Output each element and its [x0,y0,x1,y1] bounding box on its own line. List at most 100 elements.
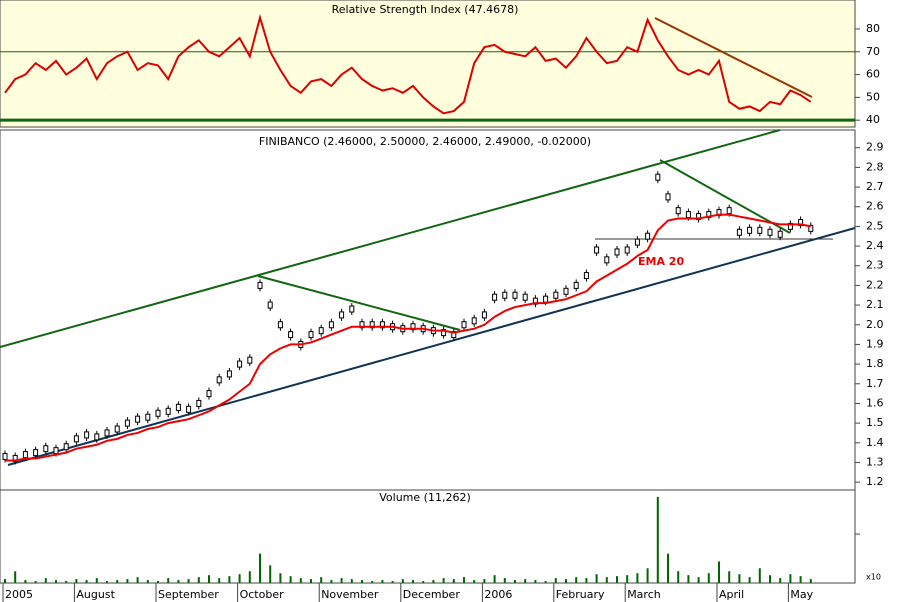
candle [716,209,722,217]
candle [73,435,79,443]
candle [685,211,691,219]
candle [777,230,783,238]
volume-bar [687,575,690,583]
volume-bar [718,561,720,583]
volume-bar [34,581,37,583]
ema-label: EMA 20 [638,255,684,268]
candle [369,321,375,329]
candle [43,445,49,453]
candle [757,226,763,234]
x-tick-label: February [556,588,605,601]
y-tick-label: 2.8 [866,160,884,173]
volume-bar [667,553,669,583]
candle [359,321,365,329]
candle [22,451,28,459]
price-title: FINIBANCO (2.46000, 2.50000, 2.46000, 2.… [259,135,591,148]
candle [522,293,528,301]
y-tick-label: 1.6 [866,396,884,409]
volume-bar [136,577,139,583]
volume-bar [707,573,710,583]
candle [726,207,732,215]
volume-bar [483,579,486,583]
volume-bar [728,571,731,583]
volume-bar [340,578,343,583]
candle [675,207,681,215]
volume-bar [605,577,608,583]
volume-bar [320,577,323,583]
volume-bar [187,579,190,583]
volume-bar [218,578,221,583]
volume-bar [238,574,241,583]
candle [604,256,610,264]
volume-bar [738,574,741,583]
volume-bar [554,578,557,583]
candle [206,390,212,398]
x-tick-label: 2005 [5,588,33,601]
candle [155,409,161,417]
y-tick-label: 1.4 [866,436,884,449]
y-tick-label: 2.3 [866,259,884,272]
volume-title: Volume (11,262) [379,491,470,504]
x-tick-label: August [76,588,115,601]
volume-bar [636,573,639,583]
volume-bar [95,578,98,583]
y-tick-label: 2.1 [866,298,884,311]
volume-bar [44,578,47,583]
volume-bar [473,580,476,583]
y-tick-label: 1.5 [866,416,884,429]
candle [288,331,294,339]
candle [461,321,467,329]
volume-bar [177,580,180,583]
candle [736,228,742,236]
volume-bar [616,576,618,583]
volume-bar [809,579,812,583]
candle [237,360,243,368]
volume-bar [779,578,782,583]
volume-bar [534,580,537,583]
candle [135,415,141,423]
candle [594,246,600,254]
volume-bar [228,576,231,583]
volume-bar [799,576,802,583]
candle [665,193,671,201]
volume-bar [24,580,27,583]
volume-bar [493,575,496,583]
candle [247,356,253,364]
volume-bar [514,580,516,583]
candle [124,419,130,427]
volume-bar [442,578,445,583]
volume-bar [646,568,649,583]
y-tick-label: 80 [866,22,880,35]
x-tick-label: May [790,588,813,601]
volume-bar [248,571,251,583]
volume-bar [565,579,567,583]
volume-bar [269,565,272,583]
volume-bar [4,579,6,583]
volume-bar [75,579,78,583]
volume-bar [208,575,210,583]
y-tick-label: 70 [866,45,880,58]
trendline [257,275,461,331]
volume-bar [289,576,292,583]
candle [2,453,8,461]
volume-panel [0,489,856,584]
candle [634,238,640,246]
volume-bar [422,581,425,583]
candle [553,291,559,299]
rsi-line [4,13,812,115]
volume-bar [126,579,129,583]
volume-bar [544,581,547,583]
volume-bar [65,581,68,583]
volume-multiplier: x10 [866,573,881,582]
volume-bar [106,581,108,583]
candle [808,224,814,232]
volume-bar [167,578,170,583]
candle [767,228,773,236]
candle [747,226,753,234]
y-tick-label: 60 [866,68,880,81]
volume-bar [769,575,771,583]
volume-bar [197,577,200,583]
x-tick-label: December [403,588,461,601]
volume-bar [55,580,57,583]
